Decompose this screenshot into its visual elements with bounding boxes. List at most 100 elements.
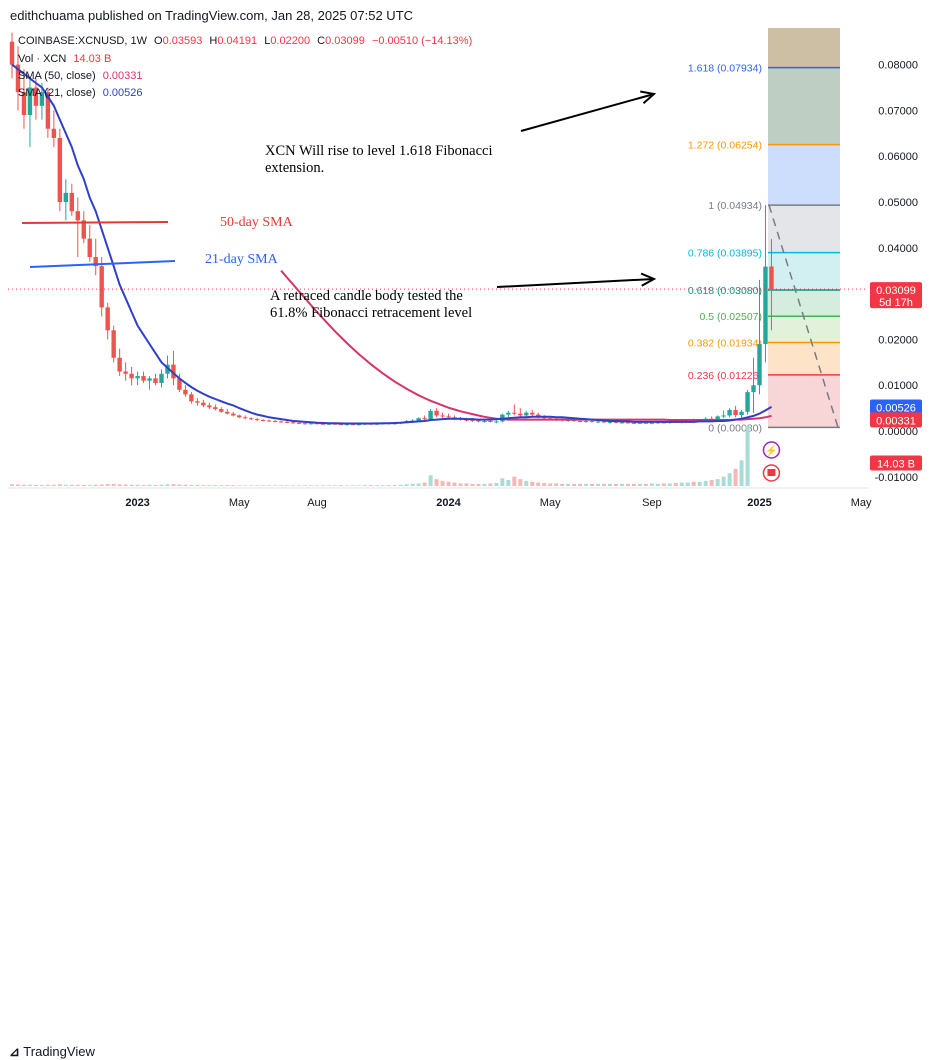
volume-bar: [428, 475, 433, 486]
volume-bar: [105, 484, 110, 486]
volume-bar: [380, 485, 385, 486]
candle-body: [512, 412, 517, 414]
volume-bar: [709, 480, 714, 486]
candle-body: [231, 413, 236, 416]
volume-bar: [631, 483, 636, 486]
candle-body: [637, 422, 643, 424]
volume-bar: [697, 481, 702, 486]
y-tick-label: -0.01000: [875, 472, 918, 484]
volume-bar: [452, 482, 457, 486]
volume-bar: [350, 485, 355, 486]
volume-bar: [153, 484, 158, 486]
plot-area: [8, 28, 868, 486]
candle-body: [488, 420, 493, 422]
prediction-line-1: XCN Will rise to level 1.618 Fibonacci: [265, 143, 493, 159]
volume-bar: [703, 480, 708, 486]
x-tick-label: May: [851, 497, 872, 509]
candle-body: [769, 266, 774, 290]
volume-bar: [536, 482, 541, 486]
candle-body: [524, 412, 529, 416]
fib-label-0.618: 0.618 (0.03080): [688, 285, 762, 297]
volume-bar: [171, 484, 176, 486]
volume-bar: [10, 484, 14, 486]
fib-zone-top: [768, 28, 840, 68]
volume-bar: [183, 484, 188, 486]
y-tick-label: 0.00000: [878, 426, 918, 438]
candle-body: [260, 420, 266, 422]
candle-body: [356, 424, 362, 426]
price-chart[interactable]: 0 (0.00080) 0.236 (0.01226) 0.382 (0.01934…: [0, 0, 945, 551]
volume-bar: [560, 483, 565, 486]
volume-bar: [542, 483, 547, 486]
retrace-arrow: [496, 278, 655, 288]
candle-body: [225, 411, 230, 414]
candle-body: [290, 422, 296, 424]
candle-body: [601, 421, 607, 423]
candle-body: [39, 92, 45, 106]
legend-sma50-label: SMA (50, close): [18, 70, 96, 82]
volume-bar: [267, 485, 272, 486]
volume-bar: [566, 483, 571, 486]
sma21-badge[interactable]: 0.00526: [870, 399, 922, 415]
fib-zone-1: [768, 144, 840, 206]
volume-bar: [57, 484, 62, 486]
prediction-arrow-head: [640, 90, 657, 104]
candle-body: [284, 421, 290, 423]
legend-vol-label: Vol · XCN: [18, 53, 67, 65]
prediction-line-2: extension.: [265, 160, 324, 176]
last-price-badge-bg: [870, 282, 922, 309]
retrace-line-2: 61.8% Fibonacci retracement level: [270, 305, 472, 321]
volume-bar: [548, 483, 553, 486]
publisher-caption: edithchuama published on TradingView.com…: [10, 8, 414, 23]
candle-body: [577, 420, 583, 422]
volume-bar: [416, 483, 421, 486]
candle-body: [87, 238, 92, 257]
legend-open-label: O: [154, 35, 163, 47]
sma50-badge[interactable]: 0.00331: [870, 412, 922, 428]
volume-bar: [476, 483, 481, 486]
fib-zone-0.786: [768, 205, 840, 253]
candle-body: [278, 421, 284, 423]
volume-bar: [225, 485, 230, 486]
candle-body: [751, 385, 756, 393]
legend-symbol: COINBASE:XCNUSD, 1W: [18, 35, 147, 47]
candle-body: [177, 378, 182, 390]
volume-bar: [596, 483, 601, 486]
legend-sma21: SMA (21, close) 0.00526: [18, 87, 146, 99]
volume-bar: [500, 478, 505, 486]
volume-bar: [69, 484, 74, 486]
volume-bar: [590, 483, 595, 486]
volume-bar: [21, 484, 26, 486]
tradingview-logo[interactable]: ⊿ TradingView: [9, 1044, 95, 1060]
volume-bar: [608, 483, 612, 486]
volume-badge-bg: [870, 455, 922, 471]
candle-body: [81, 220, 86, 239]
candle-body: [589, 420, 595, 422]
candle-body: [715, 416, 720, 420]
candle-body: [338, 424, 344, 426]
volume-badge[interactable]: 14.03 B: [870, 455, 922, 471]
legend-sma50: SMA (50, close) 0.00331: [18, 70, 146, 82]
sma21-annotation: 21-day SMA: [205, 252, 279, 267]
volume-bar: [488, 483, 493, 486]
volume-bar: [458, 483, 463, 486]
volume-bar: [464, 483, 469, 486]
volume-bar: [602, 483, 607, 486]
volume-bar: [745, 426, 750, 486]
fib-label-0.382: 0.382 (0.01934): [688, 337, 762, 349]
candle-body: [99, 266, 104, 308]
tradingview-logo-icon: ⊿: [9, 1044, 20, 1059]
fib-zone-0.618: [768, 252, 840, 290]
sma21-marker-line: [29, 260, 176, 268]
candle-body: [51, 128, 57, 138]
candle-body: [440, 415, 445, 417]
candle-body: [75, 211, 80, 221]
candle-body: [9, 41, 15, 65]
volume-bar: [141, 484, 146, 486]
fib-label-0.5: 0.5 (0.02507): [700, 311, 762, 323]
volume-bar: [81, 484, 86, 486]
event-lightning-icon[interactable]: [762, 441, 781, 459]
fib-label-0: 0 (0.00080): [708, 422, 762, 434]
candle-body: [159, 373, 164, 383]
